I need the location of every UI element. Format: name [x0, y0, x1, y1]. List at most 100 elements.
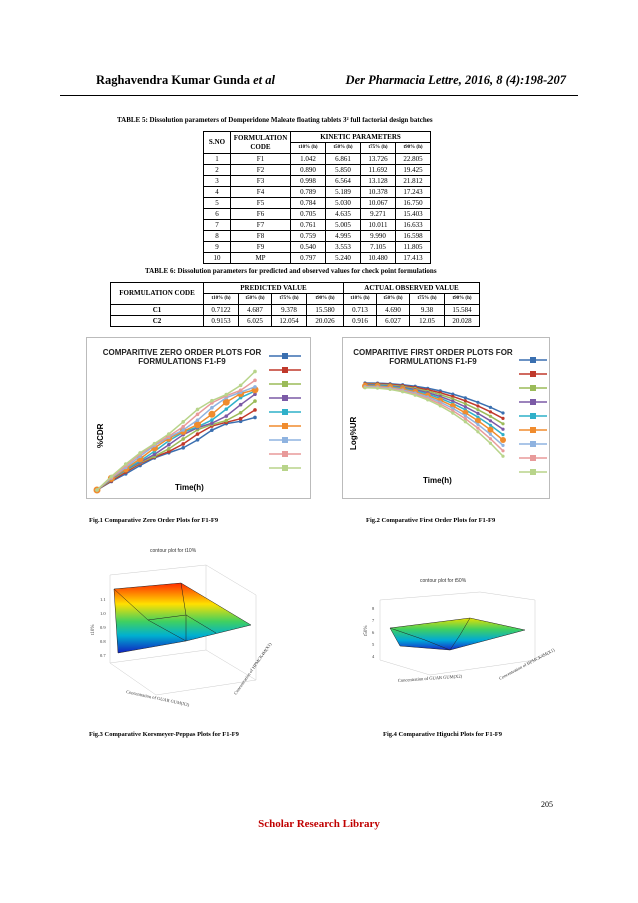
- table6-cell: 0.7122: [203, 304, 239, 316]
- table5-cell: F2: [230, 164, 291, 176]
- table6-header-predicted: PREDICTED VALUE: [203, 282, 344, 294]
- table5-cell: 0.784: [290, 197, 326, 209]
- table5-cell: F9: [230, 241, 291, 253]
- fig3-xlabel: Concentration of GUAR GUM(X2): [126, 689, 190, 707]
- fig2-legend-marker: [530, 427, 536, 433]
- fig1-series-marker: [238, 388, 243, 393]
- fig1-series-marker: [181, 446, 185, 450]
- table5-cell: 0.705: [290, 208, 326, 220]
- fig2-series-marker: [474, 417, 481, 424]
- fig4-surface: 8 7 6 5 4 t50% Concentration of GUAR GUM…: [364, 591, 556, 683]
- fig2-legend-marker: [530, 371, 536, 377]
- fig1-series-line: [96, 386, 256, 491]
- fig1-series-marker: [210, 398, 214, 403]
- table5-cell: 0.797: [290, 252, 326, 264]
- table6-param-header: t50% (h): [238, 293, 272, 305]
- fig2-series-marker: [501, 443, 505, 447]
- fig1-series-marker: [181, 424, 185, 429]
- fig1-series-line: [96, 416, 256, 491]
- fig2-series-marker: [488, 419, 493, 423]
- table6-cell: 6.027: [376, 315, 410, 327]
- fig2-series-marker: [501, 449, 505, 453]
- table6-cell: 4.690: [376, 304, 410, 316]
- fig1-legend-marker: [282, 353, 288, 359]
- fig2-series-marker: [426, 398, 430, 402]
- fig3-ylabel: Concentration of HPMCK4M(X1): [233, 641, 273, 695]
- fig2-series-marker: [375, 386, 380, 390]
- table5-cell: 15.403: [395, 208, 431, 220]
- table5-cell: 0.761: [290, 219, 326, 231]
- fig3-title: contour plot for t10%: [150, 548, 197, 554]
- table5-cell: 10.011: [360, 219, 396, 231]
- fig1-series-marker: [210, 418, 214, 422]
- table5-row: 10 MP 0.797 5.240 10.480 17.413: [203, 252, 431, 264]
- fig1-series-marker: [222, 398, 230, 406]
- fig2-series-marker: [463, 399, 467, 403]
- fig2-series-marker: [488, 423, 493, 427]
- fig1-series-marker: [253, 369, 257, 374]
- fig1-series-marker: [195, 418, 200, 422]
- table5-cell: 10: [203, 252, 231, 264]
- fig1-series-marker: [238, 410, 243, 415]
- table5-cell: 5: [203, 197, 231, 209]
- fig2-series-marker: [451, 411, 455, 415]
- fig1-series-marker: [195, 432, 200, 436]
- fig1-series-marker: [253, 408, 257, 412]
- fig1-chart: COMPARITIVE ZERO ORDER PLOTS FOR FORMULA…: [86, 337, 311, 499]
- fig1-legend-marker: [282, 381, 288, 387]
- table5-param-header: t90% (h): [395, 142, 431, 154]
- table5-cell: F3: [230, 175, 291, 187]
- fig1-series-marker: [181, 428, 185, 432]
- table5-cell: 7.105: [360, 241, 396, 253]
- fig3-surface-plot: contour plot for t10% 1.1 1.0 0.9 0.8 0.…: [86, 545, 316, 710]
- table6-cell: 20.026: [306, 315, 344, 327]
- page-number: 205: [541, 800, 553, 809]
- svg-text:5: 5: [372, 642, 375, 647]
- table6-param-header: t75% (h): [409, 293, 445, 305]
- fig2-series-marker: [476, 408, 480, 412]
- fig1-series-marker: [181, 437, 185, 441]
- fig2-series-marker: [463, 405, 467, 409]
- table6-param-header: t10% (h): [203, 293, 239, 305]
- fig4-surface-plot: contour plot for t50% 8 7 6 5 4 t50% Con…: [360, 570, 560, 695]
- table5-cell: F5: [230, 197, 291, 209]
- fig1-series-marker: [167, 447, 171, 451]
- fig1-series-marker: [167, 449, 171, 454]
- table5-row: 4 F4 0.789 5.189 10.378 17.243: [203, 186, 431, 198]
- table5-cell: 17.413: [395, 252, 431, 264]
- table5-header-code: FORMULATION CODE: [230, 131, 291, 154]
- table5-cell: 3.553: [325, 241, 361, 253]
- fig1-title: COMPARITIVE ZERO ORDER PLOTS FOR FORMULA…: [102, 348, 262, 366]
- table5-row: 9 F9 0.540 3.553 7.105 11.805: [203, 241, 431, 253]
- table6-param-header: t50% (h): [376, 293, 410, 305]
- header-author: Raghavendra Kumar Gunda et al: [96, 73, 275, 87]
- fig3-zlabel: t10%: [91, 624, 96, 635]
- fig3-caption: Fig.3 Comparative Korsmeyer-Peppas Plots…: [89, 731, 239, 738]
- table6-cell: 9.378: [271, 304, 307, 316]
- table5-row: 1 F1 1.042 6.861 13.726 22.805: [203, 153, 431, 165]
- table5-cell: 11.805: [395, 241, 431, 253]
- table5-row: 5 F5 0.784 5.030 10.067 16.750: [203, 197, 431, 209]
- fig2-series-marker: [363, 386, 367, 390]
- fig1-series-marker: [123, 462, 128, 466]
- fig4-zlabel: t50%: [364, 625, 369, 636]
- fig2-series-marker: [451, 409, 455, 413]
- fig1-series-marker: [210, 405, 214, 410]
- table5-cell: 0.759: [290, 230, 326, 242]
- fig2-caption: Fig.2 Comparative First Order Plots for …: [366, 517, 496, 524]
- table5-cell: 10.067: [360, 197, 396, 209]
- table5-cell: 6: [203, 208, 231, 220]
- fig1-series-marker: [181, 442, 185, 446]
- fig1-series-marker: [195, 407, 200, 412]
- fig1-series-marker: [238, 416, 243, 421]
- table5-cell: 2: [203, 164, 231, 176]
- table5-cell: 22.805: [395, 153, 431, 165]
- fig2-series-marker: [463, 417, 467, 421]
- table6-cell: 12.054: [271, 315, 307, 327]
- table5-cell: 0.890: [290, 164, 326, 176]
- table5-cell: F6: [230, 208, 291, 220]
- table5-cell: 21.812: [395, 175, 431, 187]
- svg-text:6: 6: [372, 630, 375, 635]
- svg-text:0.7: 0.7: [100, 653, 106, 658]
- table5-cell: 5.005: [325, 219, 361, 231]
